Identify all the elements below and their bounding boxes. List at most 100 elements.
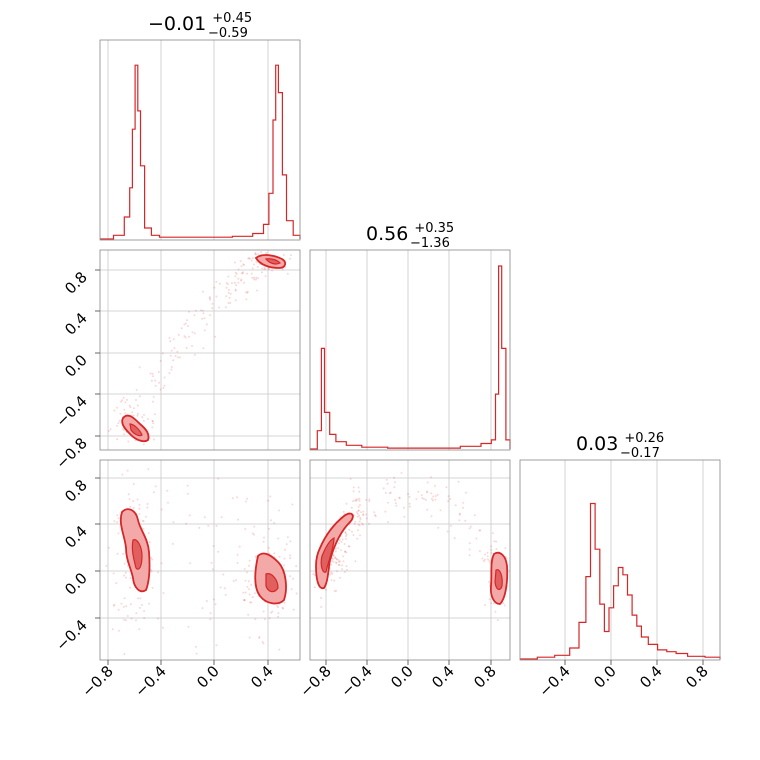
scatter-point [264,275,267,278]
scatter-points-p1-p2 [312,471,508,622]
scatter-point [123,562,126,565]
scatter-point [126,615,129,617]
scatter-point [212,568,214,571]
scatter-point [453,537,456,540]
scatter-point [268,617,271,620]
panel-frame [309,249,511,451]
scatter-point [148,602,150,605]
scatter-point [232,580,235,582]
scatter-point [152,375,154,378]
scatter-point [387,501,389,504]
scatter-point [179,356,181,359]
scatter-point [344,537,347,540]
scatter-point [426,508,429,511]
scatter-point [344,531,347,534]
scatter-point [150,556,152,559]
scatter-point [233,281,236,284]
scatter-point [177,333,180,336]
scatter-point [151,420,154,423]
scatter-point [186,492,189,495]
scatter-point [468,554,471,557]
scatter-point [234,271,237,274]
scatter-point [388,492,391,495]
y-tick-label: −0.4 [52,392,90,430]
scatter-point [194,645,197,648]
scatter-point [124,571,127,574]
scatter-point [209,618,212,621]
scatter-point [335,558,338,561]
scatter-point [116,438,119,441]
scatter-point [237,518,240,521]
scatter-point [270,611,273,614]
scatter-point [291,503,294,506]
scatter-point [262,540,265,543]
scatter-point [209,314,211,317]
scatter-point [117,422,120,425]
scatter-point [273,522,276,524]
scatter-point [152,491,155,494]
scatter-point [254,555,257,558]
y-tick-label: −0.8 [52,434,90,472]
scatter-point [193,353,196,356]
scatter-point [335,589,338,592]
scatter-point [250,272,253,275]
scatter-point [240,278,243,281]
scatter-point [277,615,280,618]
scatter-point [201,309,204,312]
title-p0-median: −0.01 [148,13,206,35]
scatter-point [243,568,246,570]
scatter-point [334,547,337,550]
scatter-point [488,560,491,563]
scatter-point [313,586,316,589]
x-tick-label: −0.4 [535,662,573,700]
scatter-point [495,548,498,550]
scatter-point [430,515,433,518]
scatter-point [362,510,365,513]
scatter-point [138,606,141,609]
scatter-point [357,523,360,526]
scatter-point [242,591,245,594]
scatter-point [215,280,218,283]
scatter-point [358,509,360,512]
scatter-point [361,522,363,525]
scatter-point [289,575,292,578]
scatter-point [493,540,496,543]
scatter-point [235,272,238,275]
panel-frame [519,459,721,661]
scatter-point [107,430,110,432]
scatter-point [222,573,225,576]
scatter-point [260,251,263,254]
scatter-point [185,522,188,525]
scatter-point [261,267,264,270]
scatter-point [344,550,347,553]
x-tick-label: −0.4 [337,662,375,700]
scatter-point [478,550,481,552]
scatter-point [211,307,214,310]
scatter-point [227,275,230,278]
scatter-point [332,554,335,557]
scatter-point [207,524,210,527]
scatter-point [338,560,341,563]
scatter-point [117,532,120,535]
x-tick-label: 0.8 [470,662,500,692]
panel-frame [309,459,511,661]
scatter-point [183,335,186,338]
scatter-point [143,413,145,416]
scatter-point [352,486,355,489]
scatter-point [237,268,240,271]
scatter-point [354,499,357,502]
scatter-point [492,602,495,605]
scatter-point [263,268,266,271]
scatter-point [154,413,156,416]
scatter-point [151,420,154,423]
panel-2d-p0-p2 [99,459,301,661]
scatter-point [292,608,295,611]
scatter-point [116,521,119,524]
scatter-point [105,564,108,567]
scatter-point [183,323,186,326]
scatter-point [335,562,338,565]
scatter-point [234,275,237,278]
scatter-point [436,493,439,496]
scatter-point [468,527,471,530]
scatter-point [250,583,253,586]
